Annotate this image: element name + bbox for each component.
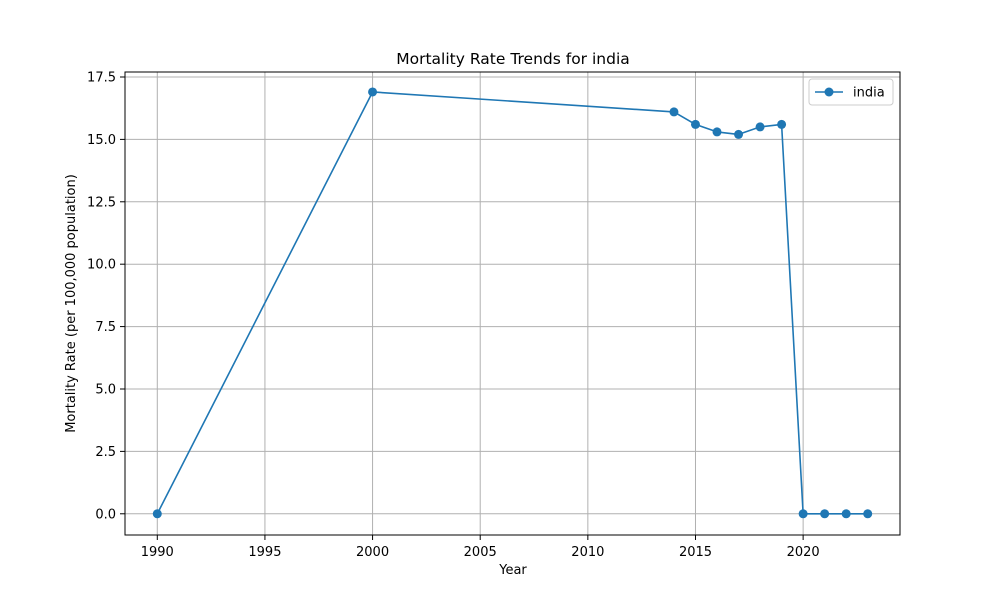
y-tick-label: 10.0	[87, 258, 116, 273]
series-layer	[152, 87, 873, 519]
data-point	[798, 509, 808, 519]
y-tick-label: 12.5	[87, 195, 116, 210]
data-point	[669, 107, 679, 117]
data-point	[755, 122, 765, 132]
x-tick-label: 2015	[679, 545, 712, 560]
data-point	[690, 119, 700, 129]
data-point	[841, 509, 851, 519]
data-point	[820, 509, 830, 519]
grid-lines	[125, 72, 900, 535]
x-tick-label: 1995	[248, 545, 281, 560]
y-tick-label: 15.0	[87, 133, 116, 148]
data-point	[712, 127, 722, 137]
legend-box	[808, 78, 894, 106]
x-tick-label: 2010	[571, 545, 604, 560]
x-tick-label: 2000	[356, 545, 389, 560]
y-tick-label: 0.0	[95, 507, 116, 522]
data-point	[368, 87, 378, 97]
y-tick-label: 7.5	[95, 320, 116, 335]
data-point	[777, 119, 787, 129]
legend-label: india	[853, 86, 885, 101]
data-point	[152, 509, 162, 519]
x-tick-label: 2005	[464, 545, 497, 560]
y-tick-label: 5.0	[95, 382, 116, 397]
x-tick-label: 2020	[787, 545, 820, 560]
data-point	[863, 509, 873, 519]
y-axis-label: Mortality Rate (per 100,000 population)	[64, 174, 79, 433]
y-tick-label: 17.5	[87, 70, 116, 85]
data-point	[734, 129, 744, 139]
legend-marker	[824, 87, 834, 97]
y-tick-label: 2.5	[95, 445, 116, 460]
legend: india	[808, 78, 894, 106]
x-axis-label: Year	[498, 563, 527, 578]
axis-ticks: 1990 1995 2000 2005 2010 2015 2020 0.0 2.5 5.0 7.5…	[87, 70, 820, 560]
chart-title: Mortality Rate Trends for india	[396, 50, 630, 68]
plot-area-frame	[124, 71, 901, 536]
x-tick-label: 1990	[141, 545, 174, 560]
